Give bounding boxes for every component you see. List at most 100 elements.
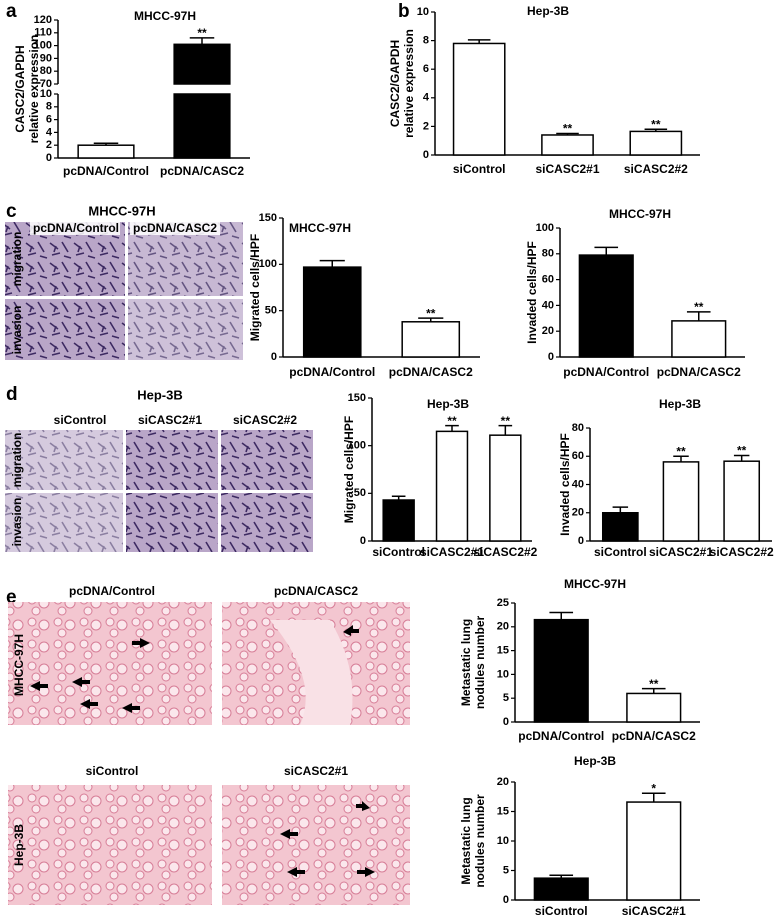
row-label: Hep-3B: [12, 824, 26, 866]
micrograph-title: MHCC-97H: [88, 203, 155, 218]
y-tick-label: 0: [503, 716, 509, 728]
x-tick-label: pcDNA/CASC2: [612, 729, 696, 743]
error-bar: [673, 455, 689, 462]
x-tick-label: pcDNA/Control: [563, 365, 649, 379]
y-tick-label: 0: [46, 152, 52, 164]
y-tick-label: 80: [40, 65, 52, 77]
x-tick-label: siCASC2#1: [649, 545, 713, 559]
significance: **: [563, 122, 573, 136]
row-label: migration: [10, 232, 24, 287]
y-tick-label: 4: [423, 92, 430, 104]
x-tick-label: pcDNA/Control: [289, 365, 375, 379]
chart-title: MHCC-97H: [564, 577, 626, 591]
x-tick-label: pcDNA/CASC2: [657, 365, 741, 379]
micrograph: [8, 602, 212, 725]
y-tick-label: 60: [542, 274, 554, 286]
y-axis-label: Invaded cells/HPF: [558, 433, 572, 536]
panel-letter: d: [6, 384, 18, 405]
panel-letter: e: [6, 587, 17, 608]
micrograph: [5, 299, 125, 360]
x-tick-label: pcDNA/Control: [63, 164, 149, 178]
micrograph: [8, 785, 212, 905]
y-axis-label: Invaded cells/HPF: [525, 241, 539, 344]
y-axis-label: Metastatic lung: [459, 797, 473, 884]
y-tick-label: 10: [417, 6, 429, 18]
y-tick-label: 20: [497, 776, 509, 788]
y-tick-label: 0: [578, 535, 584, 547]
bar: [489, 434, 522, 542]
y-axis-label: Migrated cells/HPF: [342, 416, 356, 523]
column-label: siControl: [86, 764, 139, 778]
chart-title: MHCC-97H: [289, 221, 351, 235]
y-tick-label: 100: [348, 440, 366, 452]
bar: [671, 320, 727, 358]
y-tick-label: 8: [46, 101, 52, 113]
y-tick-label: 15: [497, 805, 509, 817]
y-tick-label: 4: [46, 126, 53, 138]
y-tick-label: 100: [34, 40, 52, 52]
y-axis-label: nodules number: [473, 794, 487, 888]
y-tick-label: 15: [497, 645, 509, 657]
micrograph: [5, 493, 123, 552]
y-tick-label: 20: [497, 621, 509, 633]
bar: [578, 254, 634, 358]
y-axis-label: CASC2/GAPDH: [13, 45, 27, 132]
bar: [173, 93, 231, 159]
significance: **: [737, 444, 747, 458]
error-bar: [189, 37, 215, 45]
y-tick-label: 2: [46, 139, 52, 151]
significance: **: [426, 306, 436, 320]
panel-letter: b: [398, 1, 410, 22]
x-tick-label: siCASC2#2: [624, 162, 688, 176]
x-tick-label: siCASC2#1: [420, 545, 484, 559]
y-axis-label: relative expression: [27, 35, 41, 144]
x-tick-label: siCASC2#2: [710, 545, 774, 559]
y-tick-label: 25: [497, 597, 509, 609]
column-label: siCASC2#1: [138, 413, 202, 427]
column-label: pcDNA/Control: [69, 584, 155, 598]
y-tick-label: 150: [348, 392, 366, 404]
column-label: siCASC2#2: [233, 413, 297, 427]
error-bar: [391, 495, 406, 501]
bar: [302, 266, 362, 358]
y-tick-label: 10: [497, 835, 509, 847]
x-tick-label: siControl: [594, 545, 647, 559]
column-label: pcDNA/CASC2: [274, 584, 358, 598]
error-bar: [549, 611, 574, 620]
y-tick-label: 0: [423, 149, 429, 161]
y-tick-label: 100: [259, 258, 277, 270]
panel-letter: c: [6, 201, 17, 222]
bar: [533, 877, 589, 901]
x-tick-label: siCASC2#2: [473, 545, 537, 559]
y-tick-label: 5: [503, 692, 509, 704]
y-tick-label: 20: [572, 507, 584, 519]
error-bar: [644, 128, 668, 132]
bar: [173, 43, 231, 85]
y-tick-label: 40: [542, 299, 554, 311]
x-tick-label: siControl: [535, 904, 588, 918]
error-bar: [93, 142, 119, 146]
bar: [723, 460, 761, 542]
y-tick-label: 60: [572, 450, 584, 462]
column-label: pcDNA/CASC2: [133, 221, 217, 235]
y-tick-label: 5: [503, 864, 509, 876]
y-tick-label: 100: [536, 222, 554, 234]
micrograph: [128, 299, 243, 360]
y-axis-label: CASC2/GAPDH: [388, 40, 402, 127]
y-tick-label: 110: [34, 27, 52, 39]
y-tick-label: 90: [40, 52, 52, 64]
bar: [662, 461, 700, 542]
x-tick-label: pcDNA/CASC2: [389, 365, 473, 379]
error-bar: [556, 132, 579, 135]
significance: **: [649, 677, 659, 691]
column-label: siCASC2#1: [284, 764, 348, 778]
chart-title: Hep-3B: [527, 4, 569, 18]
y-tick-label: 80: [542, 248, 554, 260]
y-axis-label: Metastatic lung: [459, 619, 473, 706]
row-label: invasion: [10, 498, 24, 547]
bar: [401, 321, 461, 358]
y-tick-label: 150: [259, 212, 277, 224]
x-tick-label: siControl: [453, 162, 506, 176]
error-bar: [612, 506, 629, 513]
